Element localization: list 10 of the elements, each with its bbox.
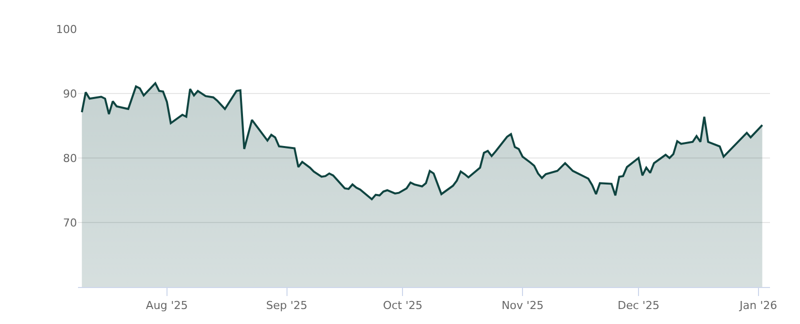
y-tick-label: 80	[63, 152, 77, 165]
y-tick-label: 70	[63, 216, 77, 230]
x-tick-label: Oct '25	[382, 299, 423, 312]
x-tick-label: Dec '25	[618, 299, 660, 312]
x-tick-label: Jan '26	[738, 299, 778, 312]
x-tick-label: Nov '25	[502, 299, 544, 312]
y-tick-label: 100	[56, 22, 77, 36]
x-tick-label: Sep '25	[266, 299, 308, 312]
x-tick-label: Aug '25	[146, 299, 188, 312]
y-tick-label: 90	[63, 87, 77, 100]
